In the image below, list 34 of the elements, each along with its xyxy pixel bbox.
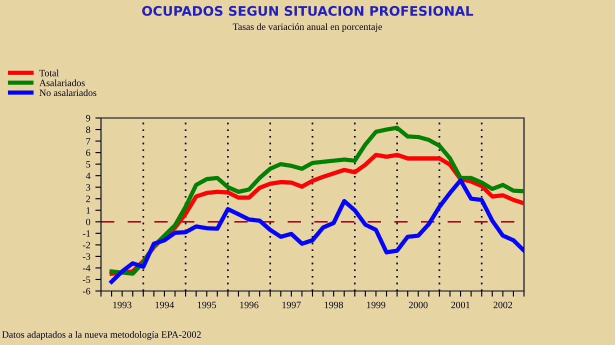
y-tick-label: 9 xyxy=(86,114,90,122)
y-tick-label: 0 xyxy=(86,218,90,226)
x-tick-label: 1995 xyxy=(198,302,216,308)
legend-label: No asalariados xyxy=(39,89,96,96)
y-tick-label: 2 xyxy=(86,196,90,202)
line-series xyxy=(109,178,524,284)
y-tick-label: 6 xyxy=(86,150,90,156)
y-tick-label: 1 xyxy=(86,207,90,214)
x-tick-label: 2000 xyxy=(408,302,428,308)
chart-subtitle: Tasas de variación anual en porcentaje xyxy=(232,23,382,32)
x-tick-label: 1997 xyxy=(282,302,301,308)
y-tick-label: 4 xyxy=(86,172,90,180)
x-tick-label: 1993 xyxy=(113,302,132,308)
x-tick-label: 1998 xyxy=(324,302,343,308)
y-tick-label: -6 xyxy=(82,288,90,294)
x-tick-label: 2001 xyxy=(451,302,470,308)
y-tick-label: -1 xyxy=(82,230,90,237)
y-tick-label: -3 xyxy=(82,253,90,260)
line-series xyxy=(109,126,524,276)
chart-title: OCUPADOS SEGUN SITUACION PROFESIONAL xyxy=(142,6,474,16)
y-tick-label: 3 xyxy=(86,184,90,191)
y-tick-label: -2 xyxy=(82,242,90,248)
x-tick-label: 2002 xyxy=(494,302,512,308)
text: Datos adaptados a la nueva metodología EPA-2002 xyxy=(2,330,201,340)
y-tick-label: -4 xyxy=(82,264,90,272)
x-tick-label: 1999 xyxy=(367,302,386,308)
y-tick-label: 8 xyxy=(86,126,90,133)
x-tick-label: 1994 xyxy=(156,302,174,308)
y-tick-label: 7 xyxy=(86,138,90,144)
legend-label: Total xyxy=(39,70,59,76)
legend-label: Asalariados xyxy=(39,79,85,86)
y-tick-label: -5 xyxy=(82,276,90,283)
x-tick-label: 1996 xyxy=(240,302,258,308)
y-tick-label: 5 xyxy=(86,161,90,168)
